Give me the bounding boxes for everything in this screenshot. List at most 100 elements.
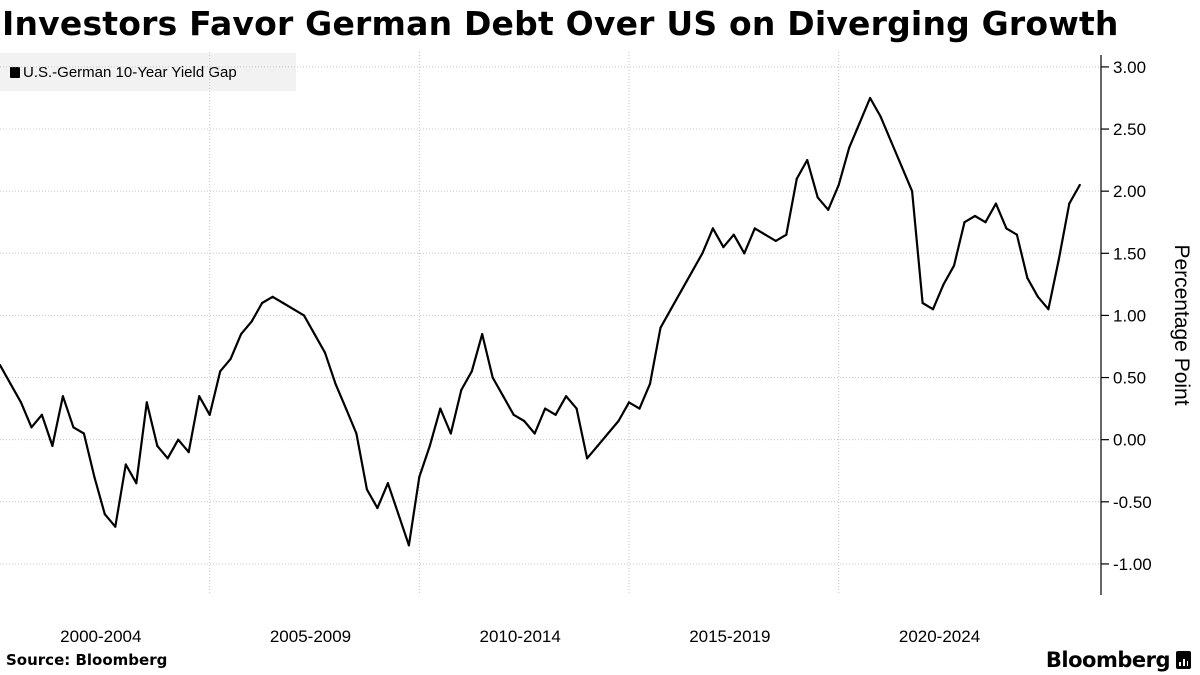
data-point: [544, 407, 547, 410]
data-point: [806, 159, 809, 162]
data-point: [627, 401, 631, 404]
data-point: [1015, 233, 1019, 236]
data-point: [334, 382, 337, 385]
data-point: [606, 432, 610, 435]
data-point: [229, 357, 232, 360]
legend-label: U.S.-German 10-Year Yield Gap: [23, 63, 237, 81]
data-point: [93, 475, 96, 479]
data-point: [1005, 227, 1008, 230]
data-point: [911, 190, 914, 193]
data-point: [135, 482, 138, 485]
data-point: [963, 221, 966, 224]
data-point: [753, 227, 756, 230]
data-point: [156, 444, 159, 447]
y-tick-label: 3.00: [1113, 58, 1146, 77]
data-point: [250, 320, 253, 323]
data-point: [994, 202, 998, 205]
data-point: [177, 438, 180, 441]
data-point: [1068, 202, 1071, 205]
y-axis: 3.00 2.50 2.00 1.50 1.00 0.50 0.00 -0.50 -1.00 Pe…: [1100, 55, 1193, 595]
data-point: [313, 333, 316, 336]
data-point: [669, 308, 673, 311]
data-point: [743, 252, 746, 255]
data-point: [208, 413, 211, 416]
brand-logo: Bloomberg: [1046, 648, 1191, 672]
x-tick-label: 2010-2014: [480, 627, 561, 646]
data-point: [952, 264, 956, 267]
data-point: [418, 475, 421, 479]
data-point: [869, 96, 872, 100]
data-point: [596, 444, 599, 447]
data-point: [271, 295, 274, 298]
data-point: [40, 413, 44, 416]
data-point: [19, 401, 23, 404]
data-point: [502, 395, 505, 398]
legend: U.S.-German 10-Year Yield Gap: [0, 53, 296, 91]
data-point: [355, 432, 358, 435]
data-point: [397, 513, 400, 516]
data-point: [407, 544, 410, 547]
x-tick-label: 2020-2024: [899, 627, 980, 646]
bloomberg-chart-icon: [1176, 651, 1191, 669]
data-point: [680, 289, 683, 292]
x-tick-label: 2015-2019: [689, 627, 770, 646]
data-point: [460, 388, 463, 392]
y-tick-label: 1.00: [1113, 306, 1146, 325]
data-point: [344, 407, 348, 410]
data-point: [575, 407, 578, 410]
y-axis-label: Percentage Point: [1170, 244, 1193, 405]
data-point: [72, 426, 75, 429]
data-point: [376, 506, 379, 510]
x-tick-label: 2005-2009: [270, 627, 351, 646]
data-point: [523, 419, 526, 423]
data-point: [124, 463, 127, 466]
data-point: [701, 252, 704, 255]
data-point: [114, 525, 117, 528]
data-point: [282, 301, 285, 305]
y-tick-label: 0.00: [1113, 431, 1146, 450]
data-point: [879, 115, 882, 118]
data-point: [302, 314, 306, 317]
series-line: [0, 96, 1081, 547]
data-point: [1078, 183, 1081, 187]
y-tick-label: 1.50: [1113, 244, 1146, 263]
data-point: [764, 233, 767, 236]
legend-swatch-icon: [10, 66, 20, 78]
data-point: [219, 370, 222, 373]
data-point: [942, 283, 945, 286]
brand-name: Bloomberg: [1045, 648, 1171, 672]
data-point: [1036, 295, 1039, 298]
gridlines: [0, 52, 1101, 595]
data-point: [1057, 258, 1060, 261]
data-point: [795, 177, 798, 180]
data-point: [1047, 308, 1050, 311]
data-point: [166, 457, 169, 460]
data-point: [386, 482, 389, 485]
data-point: [292, 308, 295, 311]
data-point: [638, 407, 641, 410]
data-point: [365, 488, 368, 491]
data-point: [921, 301, 924, 305]
data-point: [261, 301, 264, 305]
data-point: [931, 308, 935, 311]
data-point: [890, 140, 893, 143]
x-tick-label: 2000-2004: [60, 627, 141, 646]
data-point: [82, 432, 85, 435]
data-point: [837, 183, 840, 187]
y-tick-label: -0.50: [1113, 493, 1152, 512]
data-point: [711, 227, 715, 230]
data-point: [827, 208, 830, 211]
data-point: [240, 333, 243, 336]
data-point: [9, 382, 12, 385]
data-point: [103, 513, 106, 516]
data-point: [512, 413, 515, 416]
data-point: [732, 233, 735, 236]
data-point: [648, 382, 652, 385]
data-point: [774, 239, 777, 242]
data-point: [973, 214, 977, 218]
chart-title: Investors Favor German Debt Over US on D…: [2, 4, 1119, 43]
data-point: [491, 376, 494, 379]
y-tick-label: 0.50: [1113, 369, 1146, 388]
data-point: [51, 444, 54, 447]
data-point: [565, 395, 568, 398]
